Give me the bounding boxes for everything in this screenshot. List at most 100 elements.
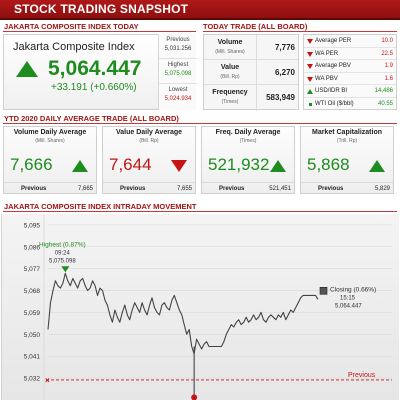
trade-value: 7,776 — [274, 43, 295, 52]
y-tick-label: 5,086 — [24, 244, 41, 251]
ytd-card-title: Value Daily Average — [115, 129, 183, 136]
closing-label: Closing (0.66%) — [330, 286, 376, 293]
ratio-row-average-pbv: Average PBV 1.9 — [304, 60, 396, 73]
ytd-card-value: 7,644 — [109, 155, 152, 174]
ytd-card-footer: Previous 7,655 — [103, 182, 195, 194]
jci-highest-value: 5,075.098 — [164, 71, 192, 77]
banner-title: STOCK TRADING SNAPSHOT — [14, 2, 189, 16]
ratio-label: WA PBV — [315, 75, 338, 82]
trade-unit: (Mill. Shares) — [215, 49, 245, 55]
ytd-card-footer: Previous 5,829 — [301, 182, 393, 194]
ytd-card-value: 5,868 — [307, 155, 350, 174]
y-tick-label: 5,032 — [24, 376, 41, 383]
down-arrow-icon — [307, 76, 313, 82]
highest-value: 5,075.098 — [49, 258, 76, 264]
y-tick-label: 5,041 — [24, 354, 41, 361]
highest-marker — [61, 266, 70, 273]
jci-previous: Previous 5,031.256 — [159, 34, 197, 59]
jci-highest-label: Highest — [167, 62, 189, 68]
ratio-value: 40.55 — [377, 100, 393, 107]
ytd-card-unit: (Trill. Rp) — [336, 138, 358, 144]
ytd-previous-label: Previous — [120, 186, 146, 192]
intraday-section-divider — [3, 211, 397, 212]
trade-unit: (Bill. Rp) — [220, 74, 240, 80]
ytd-previous-label: Previous — [318, 186, 344, 192]
closing-value: 5,064.447 — [335, 303, 362, 309]
ytd-previous-label: Previous — [219, 186, 245, 192]
ytd-previous-value: 7,665 — [77, 186, 93, 192]
down-arrow-icon — [307, 39, 313, 44]
previous-x-icon: × — [45, 376, 50, 385]
intraday-chart-panel: 5,095 5,086 5,077 5,068 5,059 5,050 5,041 5,032… — [1, 214, 399, 400]
ratios-panel: Average PER 10.0 WA PER 22.5 Average PBV… — [303, 34, 397, 110]
ytd-card-unit: (Bill. Rp) — [139, 138, 159, 144]
ratio-value: 14,486 — [374, 88, 393, 94]
previous-line-label: Previous — [348, 372, 376, 379]
up-arrow-icon — [369, 160, 385, 172]
trade-unit: (Times) — [221, 99, 239, 105]
ytd-card-unit: (Mill. Shares) — [35, 138, 65, 144]
ytd-previous-value: 7,655 — [176, 186, 192, 192]
ytd-card-title: Freq. Daily Average — [215, 129, 281, 136]
trade-value: 583,949 — [266, 93, 295, 102]
series-line — [47, 272, 319, 355]
today-trade-section-title: TODAY TRADE (ALL BOARD) — [203, 22, 308, 31]
ratio-row-usd-idr: USD/IDR BI 14,486 — [304, 85, 396, 98]
ytd-card-market-cap: Market Capitalization (Trill. Rp) 5,868 … — [300, 126, 394, 194]
ytd-previous-label: Previous — [21, 186, 47, 192]
down-arrow-icon — [307, 64, 313, 69]
trade-row-value: Value (Bill. Rp) 6,270 — [204, 60, 298, 85]
ratio-value: 10.0 — [381, 38, 393, 44]
trade-label: Frequency — [212, 89, 248, 96]
down-arrow-icon — [171, 160, 187, 172]
ytd-card-value: 521,932 — [208, 155, 270, 174]
closing-time: 15:15 — [340, 295, 356, 301]
ratio-label: WTI Oil ($/bbl) — [315, 100, 354, 107]
jci-name: Jakarta Composite Index — [13, 41, 135, 53]
ratio-row-wa-per: WA PER 22.5 — [304, 48, 396, 60]
jci-previous-value: 5,031.256 — [164, 46, 192, 52]
banner: STOCK TRADING SNAPSHOT — [0, 0, 400, 18]
y-tick-label: 5,050 — [24, 332, 41, 339]
highest-time: 09:24 — [55, 250, 71, 256]
y-tick-label: 5,095 — [24, 222, 41, 229]
ratio-label: Average PER — [315, 38, 352, 44]
y-tick-label: 5,059 — [24, 310, 41, 317]
jci-highest: Highest 5,075.098 — [159, 59, 197, 84]
up-arrow-icon — [270, 160, 286, 172]
jci-section-title: JAKARTA COMPOSITE INDEX TODAY — [4, 22, 139, 31]
flat-square-icon — [309, 102, 312, 106]
trade-label: Value — [220, 64, 240, 71]
closing-marker — [319, 286, 328, 295]
jci-previous-label: Previous — [166, 37, 190, 43]
jci-lowest-value: 5,024.934 — [164, 96, 192, 102]
trade-label: Volume — [217, 39, 243, 46]
up-arrow-icon — [16, 61, 38, 77]
ytd-previous-value: 521,451 — [269, 186, 291, 192]
trade-row-volume: Volume (Mill. Shares) 7,776 — [204, 35, 298, 60]
up-arrow-icon — [307, 89, 313, 94]
ytd-section-divider — [3, 123, 397, 124]
highest-label: Highest (0.87%) — [39, 241, 86, 248]
ratio-row-average-per: Average PER 10.0 — [304, 35, 396, 48]
ratio-value: 1.6 — [384, 75, 393, 82]
intraday-section-title: JAKARTA COMPOSITE INDEX INTRADAY MOVEMEN… — [4, 202, 197, 211]
ratio-value: 22.5 — [381, 50, 393, 57]
ytd-previous-value: 5,829 — [374, 186, 390, 192]
ratio-label: WA PER — [315, 50, 339, 57]
today-trade-panel: Volume (Mill. Shares) 7,776 Value (Bill.… — [203, 34, 299, 111]
ytd-card-volume: Volume Daily Average (Mill. Shares) 7,66… — [3, 126, 97, 194]
ytd-card-title: Market Capitalization — [311, 129, 382, 136]
ytd-card-footer: Previous 521,451 — [202, 182, 294, 194]
down-arrow-icon — [307, 51, 313, 57]
y-tick-label: 5,068 — [24, 288, 41, 295]
ratio-row-wti-oil: WTI Oil ($/bbl) 40.55 — [304, 98, 396, 111]
jci-stats: Previous 5,031.256 Highest 5,075.098 Low… — [158, 34, 197, 110]
trade-row-frequency: Frequency (Times) 583,949 — [204, 85, 298, 110]
ratio-label: USD/IDR BI — [315, 88, 348, 94]
today-trade-section-divider — [203, 31, 397, 32]
today-trade-divider — [256, 35, 257, 111]
banner-stripe — [0, 18, 400, 20]
ytd-card-title: Volume Daily Average — [13, 129, 87, 136]
ratio-label: Average PBV — [315, 63, 351, 69]
